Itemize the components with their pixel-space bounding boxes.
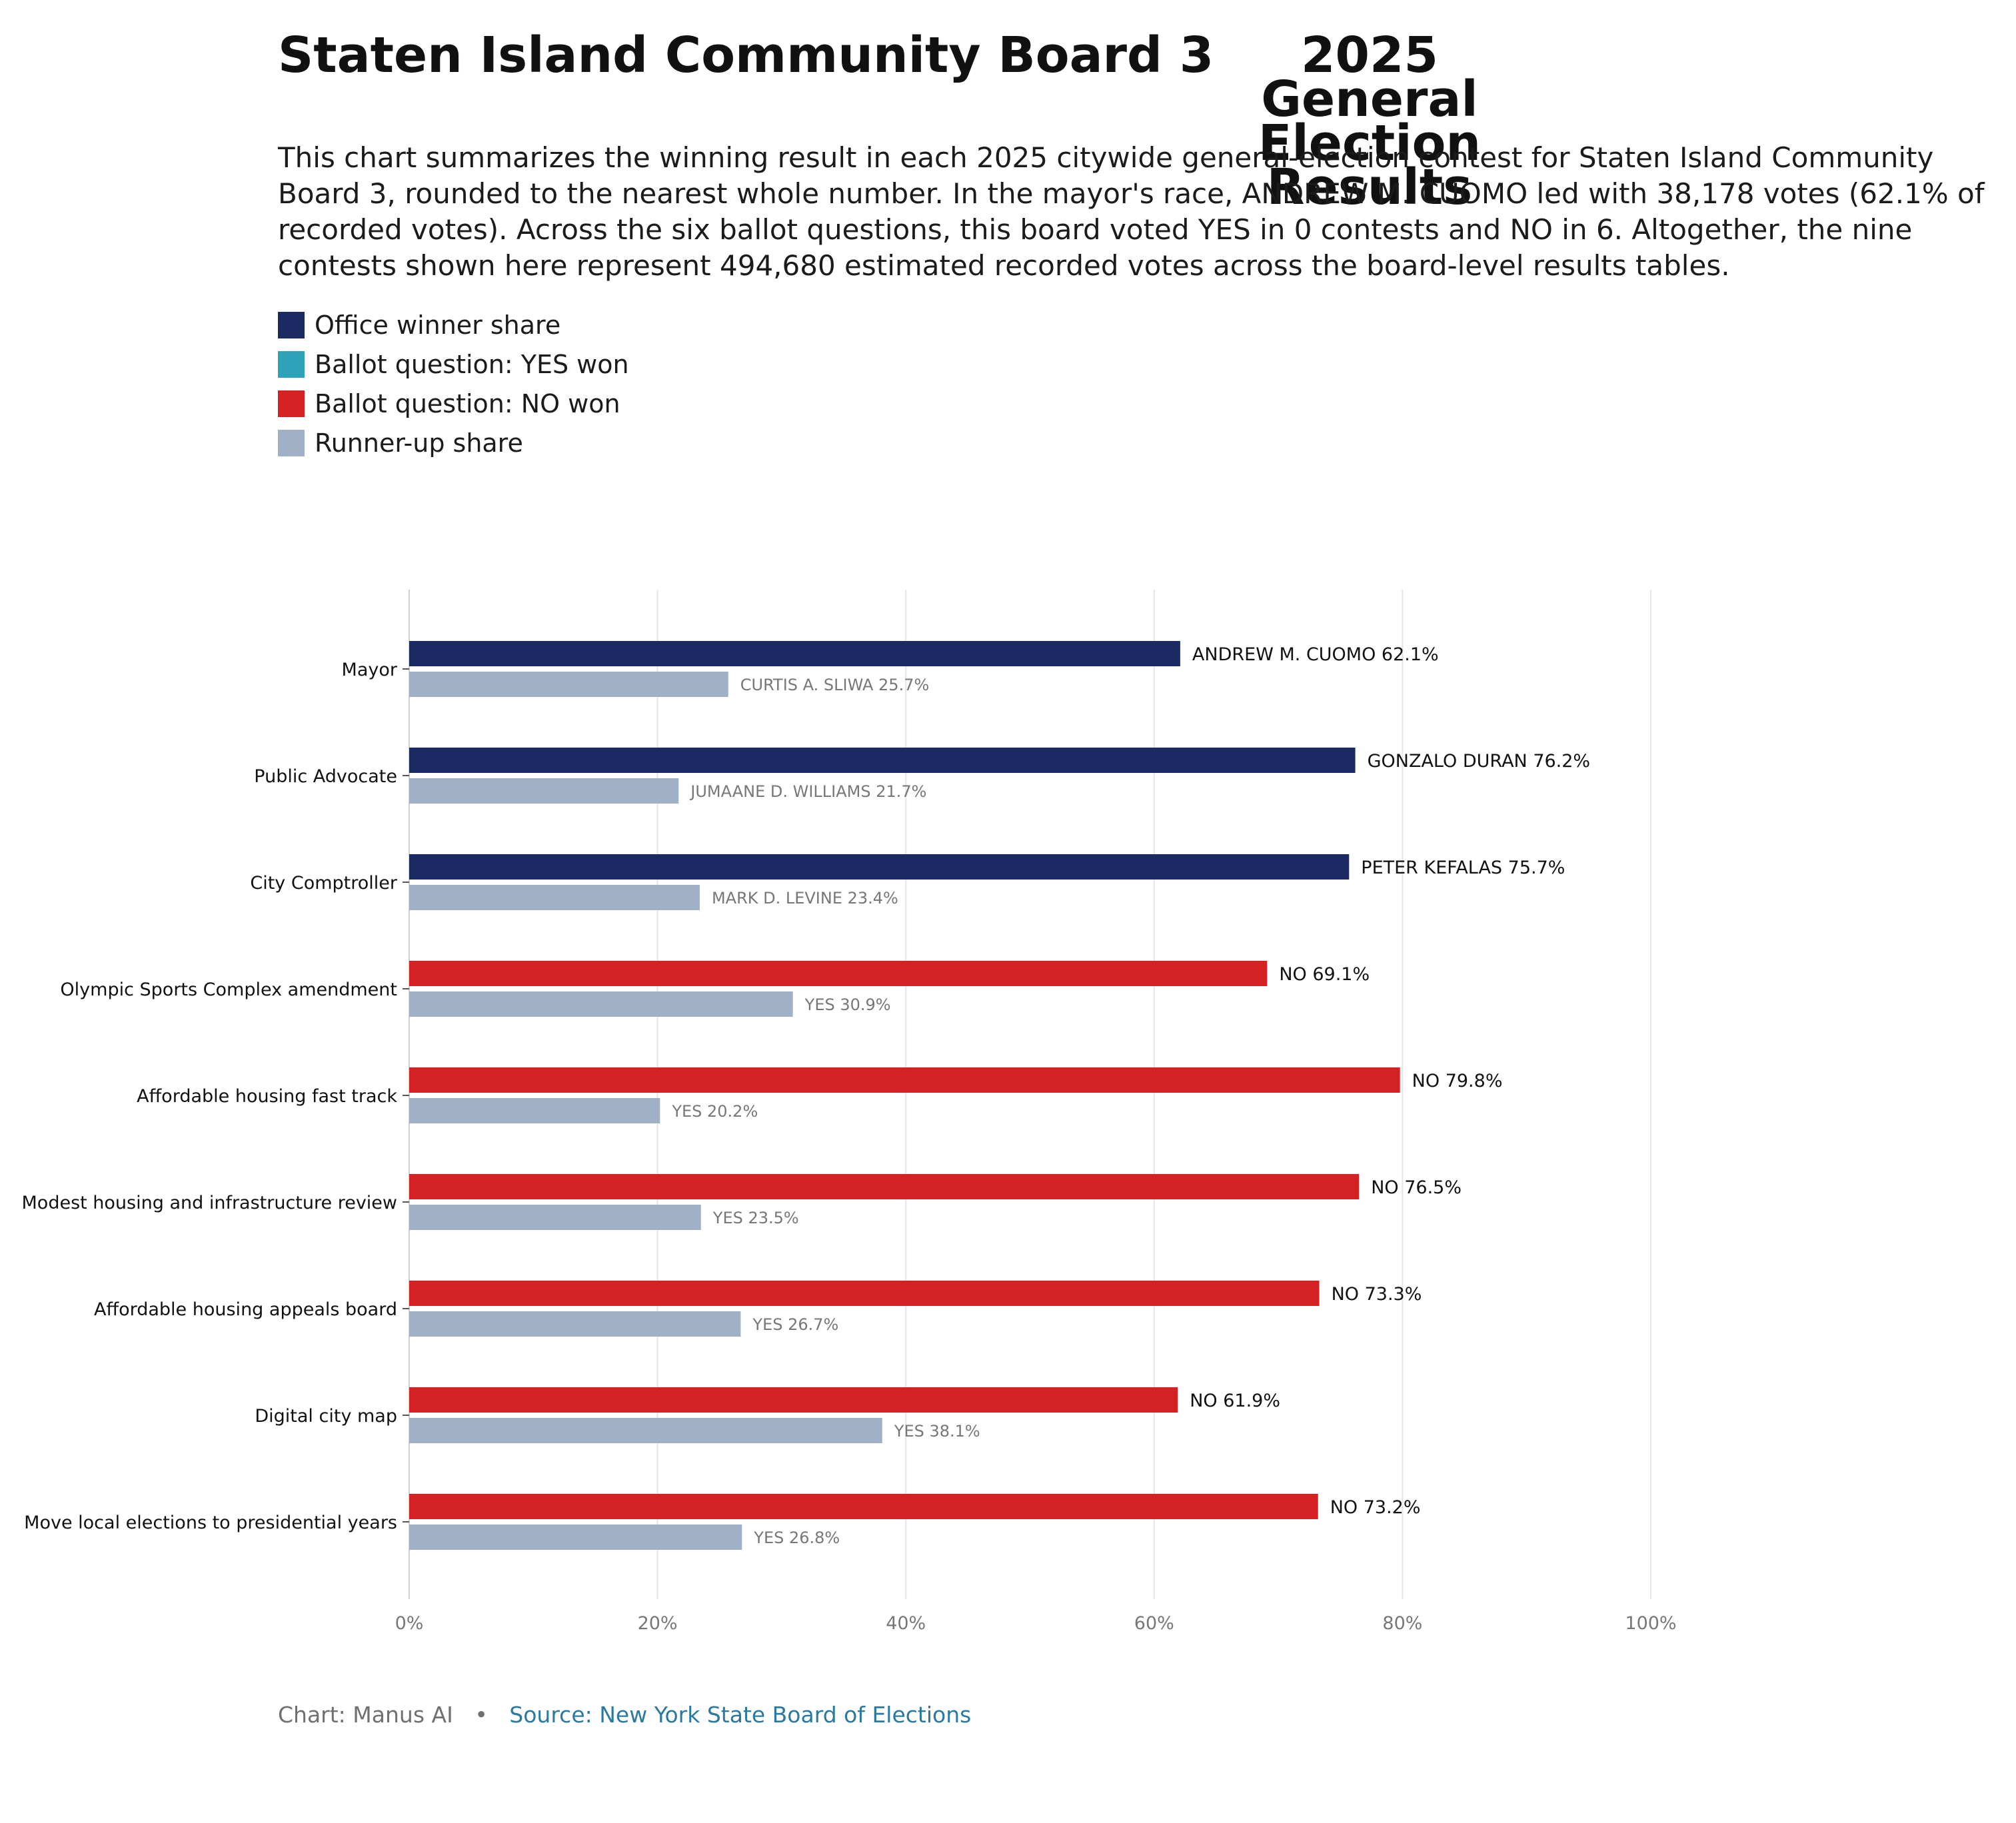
runner-up-data-label: YES 30.9% [804, 995, 891, 1014]
legend-item-yes-won: Ballot question: YES won [278, 350, 629, 379]
legend-item-office-winner: Office winner share [278, 310, 629, 340]
winner-bar [409, 1067, 1400, 1093]
y-category-label: City Comptroller [250, 873, 398, 894]
winner-data-label: NO 79.8% [1412, 1071, 1503, 1091]
winner-bar [409, 961, 1268, 986]
winner-bar [409, 748, 1356, 773]
y-category-label: Olympic Sports Complex amendment [60, 979, 397, 1000]
legend: Office winner share Ballot question: YES… [278, 310, 629, 469]
chart-title-right: 2025 General Election Results [1258, 27, 1482, 216]
y-category-label: Modest housing and infrastructure review [22, 1193, 398, 1213]
runner-up-data-label: YES 23.5% [712, 1209, 799, 1227]
runner-up-bar [409, 991, 793, 1017]
chart-credit: Chart: Manus AI [278, 1702, 453, 1728]
winner-data-label: NO 73.3% [1332, 1284, 1422, 1305]
winner-data-label: GONZALO DURAN 76.2% [1368, 751, 1591, 772]
winner-bar [409, 854, 1350, 880]
y-category-label: Move local elections to presidential yea… [24, 1513, 397, 1533]
runner-up-data-label: YES 20.2% [671, 1102, 758, 1121]
y-category-label: Mayor [342, 660, 398, 680]
runner-up-bar [409, 1418, 882, 1443]
winner-bar [409, 1281, 1320, 1306]
legend-label: Runner-up share [315, 428, 523, 458]
runner-up-bar [409, 672, 728, 697]
winner-bar [409, 1494, 1318, 1519]
runner-up-bar [409, 1205, 701, 1230]
y-category-label: Digital city map [255, 1406, 397, 1427]
runner-up-data-label: CURTIS A. SLIWA 25.7% [740, 676, 930, 694]
runner-up-bar [409, 1311, 741, 1337]
winner-data-label: NO 61.9% [1190, 1391, 1280, 1411]
bar-chart: 0% 20% 40% 60% 80% 100% Mayor ANDREW M. CUOMO 6… [22, 590, 1677, 1634]
x-tick-label: 0% [395, 1613, 424, 1634]
runner-up-bar [409, 885, 700, 910]
winner-bar [409, 1174, 1360, 1199]
source-link[interactable]: Source: New York State Board of Election… [509, 1702, 972, 1728]
runner-up-data-label: MARK D. LEVINE 23.4% [712, 889, 898, 908]
legend-item-runner-up: Runner-up share [278, 428, 629, 458]
x-tick-label: 60% [1134, 1613, 1174, 1634]
y-category-label: Affordable housing appeals board [94, 1299, 397, 1320]
legend-label: Ballot question: YES won [315, 350, 629, 379]
runner-up-data-label: JUMAANE D. WILLIAMS 21.7% [689, 782, 926, 801]
runner-up-bar [409, 778, 679, 804]
footer: Chart: Manus AI • Source: New York State… [278, 1702, 971, 1728]
runner-up-bar [409, 1524, 742, 1550]
runner-up-data-label: YES 26.8% [753, 1528, 840, 1547]
legend-label: Ballot question: NO won [315, 389, 620, 418]
runner-up-data-label: YES 26.7% [752, 1315, 838, 1334]
legend-swatch [278, 312, 305, 338]
winner-data-label: ANDREW M. CUOMO 62.1% [1192, 644, 1439, 665]
x-tick-label: 40% [886, 1613, 926, 1634]
winner-data-label: PETER KEFALAS 75.7% [1361, 858, 1565, 878]
runner-up-bar [409, 1098, 660, 1123]
legend-item-no-won: Ballot question: NO won [278, 389, 629, 418]
legend-swatch [278, 430, 305, 456]
legend-swatch [278, 351, 305, 378]
winner-bar [409, 1387, 1178, 1413]
winner-data-label: NO 76.5% [1371, 1177, 1462, 1198]
chart-title-left: Staten Island Community Board 3 [278, 27, 1214, 84]
legend-label: Office winner share [315, 310, 561, 340]
x-tick-label: 20% [638, 1613, 678, 1634]
runner-up-data-label: YES 38.1% [894, 1422, 980, 1441]
winner-bar [409, 641, 1180, 666]
x-tick-label: 100% [1625, 1613, 1676, 1634]
legend-swatch [278, 390, 305, 417]
y-category-label: Public Advocate [254, 766, 397, 787]
footer-separator: • [475, 1702, 488, 1728]
winner-data-label: NO 69.1% [1279, 964, 1370, 985]
x-tick-label: 80% [1382, 1613, 1422, 1634]
winner-data-label: NO 73.2% [1330, 1497, 1421, 1518]
chart-subtitle: This chart summarizes the winning result… [278, 141, 1985, 282]
y-category-label: Affordable housing fast track [137, 1086, 397, 1107]
